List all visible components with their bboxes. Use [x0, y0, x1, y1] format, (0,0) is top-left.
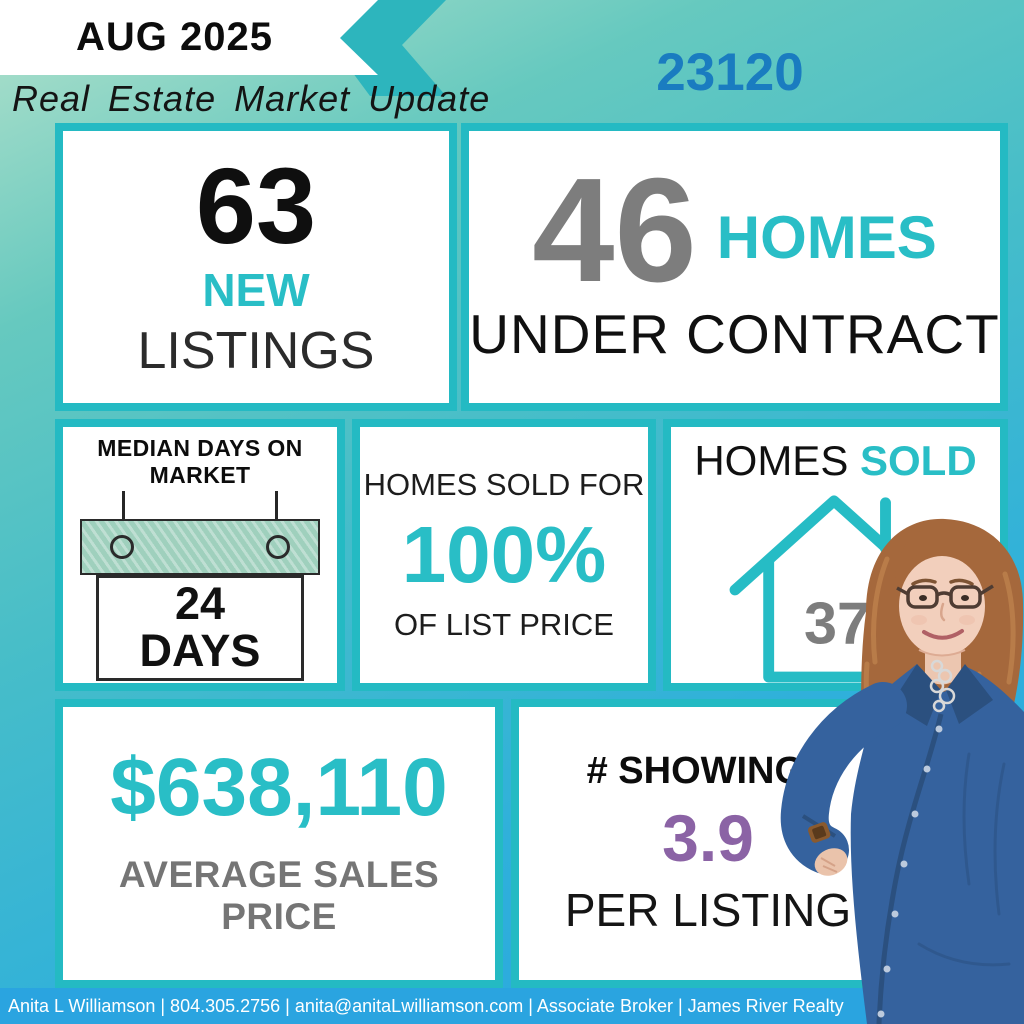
zip-code: 23120: [656, 43, 804, 102]
card-avg-sales-price: $638,110 AVERAGE SALES PRICE: [55, 699, 503, 988]
contact-line: Anita L Williamson | 804.305.2756 | anit…: [8, 995, 844, 1016]
avg-price-value: $638,110: [110, 741, 448, 833]
showings-value: 3.9: [662, 800, 754, 875]
contact-bar: Anita L Williamson | 804.305.2756 | anit…: [0, 988, 1024, 1024]
calendar-ring-right: [266, 535, 290, 559]
median-days-unit: DAYS: [139, 625, 261, 676]
calendar-ring-left: [110, 535, 134, 559]
calendar-hanger-line-left: [122, 491, 125, 525]
month-banner: AUG 2025: [0, 0, 378, 75]
under-contract-emphasis: HOMES: [716, 204, 937, 272]
homes-sold-value: 37: [803, 589, 869, 656]
list-price-intro: HOMES SOLD FOR: [363, 467, 645, 502]
card-median-days: MEDIAN DAYS ON MARKET 24 DAYS: [55, 419, 345, 691]
agent-photo-illustration: [780, 518, 1024, 1024]
calendar-body: 24 DAYS: [96, 575, 304, 681]
showings-label: PER LISTING: [564, 884, 852, 937]
new-listings-label: LISTINGS: [137, 321, 375, 380]
avg-price-label: AVERAGE SALES PRICE: [118, 854, 440, 938]
under-contract-label: UNDER CONTRACT: [469, 302, 1000, 365]
homes-sold-emphasis: SOLD: [860, 437, 977, 484]
new-listings-emphasis: NEW: [202, 263, 310, 316]
month-label: AUG 2025: [76, 15, 273, 59]
page-title: Real Estate Market Update: [12, 78, 491, 119]
calendar-icon: 24 DAYS: [80, 491, 320, 683]
agent-photo: [769, 514, 1024, 1024]
new-listings-value: 63: [195, 145, 317, 267]
card-new-listings: 63 NEW LISTINGS: [55, 123, 457, 411]
median-days-title: MEDIAN DAYS ON MARKET: [97, 435, 303, 488]
card-list-price-pct: HOMES SOLD FOR 100% OF LIST PRICE: [352, 419, 656, 691]
homes-sold-title: HOMES SOLD: [694, 437, 976, 485]
median-days-value: 24: [174, 578, 226, 630]
calendar-hanger-line-right: [275, 491, 278, 525]
card-under-contract: 46 HOMES UNDER CONTRACT: [461, 123, 1008, 411]
under-contract-row: 46 HOMES: [532, 148, 937, 314]
list-price-value: 100%: [401, 510, 607, 599]
homes-sold-prefix: HOMES: [694, 437, 849, 484]
list-price-outro: OF LIST PRICE: [394, 607, 614, 642]
under-contract-value: 46: [532, 148, 697, 314]
